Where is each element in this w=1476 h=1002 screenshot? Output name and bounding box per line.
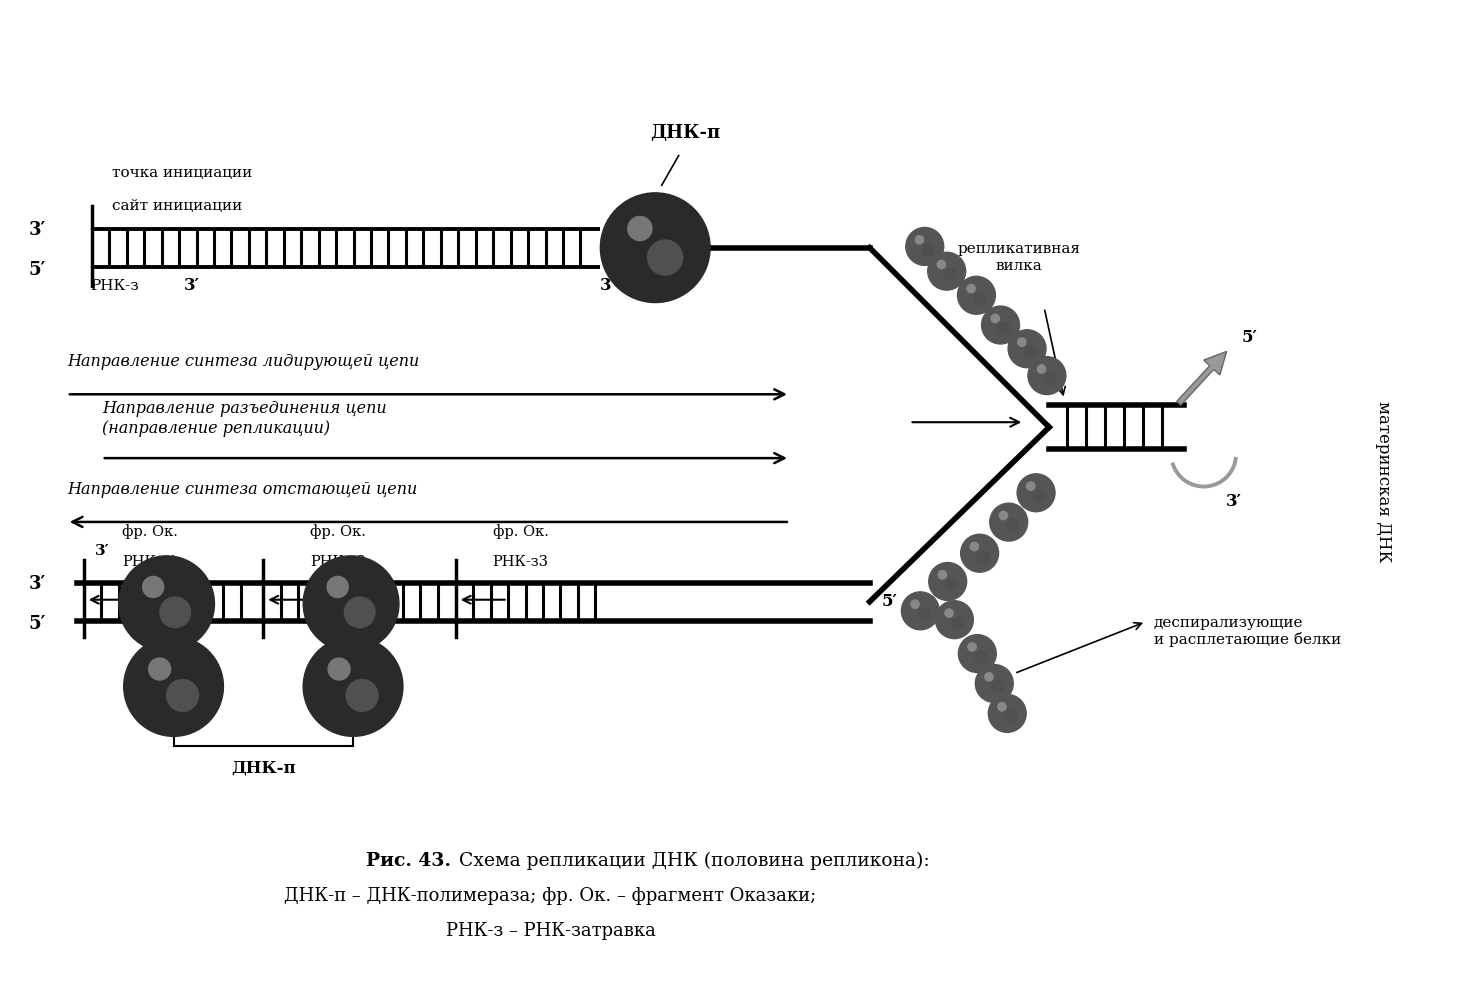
- Circle shape: [911, 600, 920, 608]
- Text: Направление синтеза лидирующей цепи: Направление синтеза лидирующей цепи: [66, 353, 419, 370]
- Text: 3′: 3′: [28, 220, 46, 238]
- Text: сайт инициации: сайт инициации: [112, 198, 242, 212]
- Text: фр. Ок.: фр. Ок.: [493, 524, 549, 539]
- Circle shape: [974, 293, 986, 305]
- Circle shape: [984, 672, 993, 681]
- Text: точка инициации: точка инициации: [112, 166, 252, 180]
- Circle shape: [976, 664, 1013, 702]
- Circle shape: [977, 550, 989, 563]
- Circle shape: [1033, 490, 1045, 502]
- Circle shape: [1017, 474, 1055, 512]
- Text: 3′: 3′: [1225, 493, 1241, 509]
- Text: 3′: 3′: [28, 575, 46, 593]
- Circle shape: [344, 597, 375, 627]
- Circle shape: [922, 243, 934, 256]
- Text: РНК-з2: РНК-з2: [310, 555, 366, 569]
- Circle shape: [167, 679, 198, 711]
- Circle shape: [992, 680, 1004, 693]
- Text: 3′: 3′: [601, 278, 617, 295]
- Text: 5′: 5′: [28, 614, 46, 632]
- Circle shape: [1005, 710, 1017, 722]
- Circle shape: [928, 562, 967, 600]
- Circle shape: [1027, 357, 1066, 395]
- Circle shape: [958, 634, 996, 672]
- Circle shape: [939, 571, 946, 579]
- Text: деспирализующие
и расплетающие белки: деспирализующие и расплетающие белки: [1154, 616, 1342, 647]
- Circle shape: [303, 636, 403, 736]
- Circle shape: [328, 576, 348, 597]
- Circle shape: [990, 315, 999, 323]
- Circle shape: [937, 261, 946, 269]
- Circle shape: [915, 235, 924, 243]
- FancyArrow shape: [1176, 352, 1227, 405]
- Circle shape: [1024, 346, 1036, 358]
- Circle shape: [967, 285, 976, 293]
- Text: Направление синтеза отстающей цепи: Направление синтеза отстающей цепи: [66, 481, 418, 498]
- Circle shape: [928, 253, 965, 291]
- Text: ДНК-п – ДНК-полимераза; фр. Ок. – фрагмент Оказаки;: ДНК-п – ДНК-полимераза; фр. Ок. – фрагме…: [285, 887, 816, 905]
- Circle shape: [627, 216, 652, 240]
- Text: ДНК-п: ДНК-п: [232, 760, 295, 777]
- Circle shape: [902, 592, 939, 629]
- Circle shape: [1027, 482, 1035, 490]
- Text: 5′: 5′: [28, 261, 46, 279]
- Circle shape: [998, 702, 1007, 711]
- Text: репликативная
вилка: репликативная вилка: [958, 242, 1080, 273]
- Circle shape: [982, 306, 1020, 344]
- Circle shape: [945, 269, 956, 281]
- Text: РНК-з3: РНК-з3: [493, 555, 549, 569]
- Text: РНК-з: РНК-з: [90, 279, 139, 293]
- Circle shape: [999, 511, 1008, 520]
- Circle shape: [989, 694, 1026, 732]
- Text: фр. Ок.: фр. Ок.: [310, 524, 366, 539]
- Circle shape: [961, 534, 999, 572]
- Circle shape: [936, 601, 973, 638]
- Circle shape: [1038, 365, 1046, 373]
- Text: Рис. 43.: Рис. 43.: [366, 852, 450, 870]
- Circle shape: [1007, 519, 1018, 532]
- Circle shape: [303, 556, 399, 651]
- Text: Схема репликации ДНК (половина репликона):: Схема репликации ДНК (половина репликона…: [453, 852, 930, 870]
- Text: материнская ДНК: материнская ДНК: [1374, 402, 1392, 563]
- Circle shape: [945, 609, 953, 617]
- Circle shape: [918, 608, 930, 620]
- Circle shape: [945, 579, 956, 591]
- Text: 3′: 3′: [183, 278, 199, 295]
- Circle shape: [958, 277, 995, 315]
- Circle shape: [118, 556, 214, 651]
- Text: РНК-з – РНК-затравка: РНК-з – РНК-затравка: [446, 922, 655, 940]
- Circle shape: [345, 679, 378, 711]
- Circle shape: [1017, 338, 1026, 347]
- Text: РНК-з1: РНК-з1: [123, 555, 179, 569]
- Text: фр. Ок.: фр. Ок.: [123, 524, 179, 539]
- Circle shape: [968, 642, 976, 651]
- Circle shape: [952, 617, 964, 629]
- Circle shape: [1008, 330, 1046, 368]
- Text: 3′: 3′: [94, 544, 109, 558]
- Circle shape: [124, 636, 223, 736]
- Text: 5′: 5′: [1241, 329, 1258, 346]
- Circle shape: [906, 227, 943, 266]
- Circle shape: [143, 576, 164, 597]
- Text: ДНК-п: ДНК-п: [649, 124, 720, 142]
- Circle shape: [970, 542, 979, 551]
- Circle shape: [648, 240, 683, 276]
- Circle shape: [990, 503, 1027, 541]
- Circle shape: [159, 597, 190, 627]
- Circle shape: [601, 192, 710, 303]
- Circle shape: [998, 323, 1010, 335]
- Circle shape: [974, 651, 987, 663]
- Circle shape: [328, 658, 350, 680]
- Text: 5′: 5′: [881, 593, 897, 610]
- Text: Направление разъединения цепи
(направление репликации): Направление разъединения цепи (направлен…: [102, 400, 387, 437]
- Circle shape: [1044, 373, 1057, 385]
- Circle shape: [149, 658, 171, 680]
